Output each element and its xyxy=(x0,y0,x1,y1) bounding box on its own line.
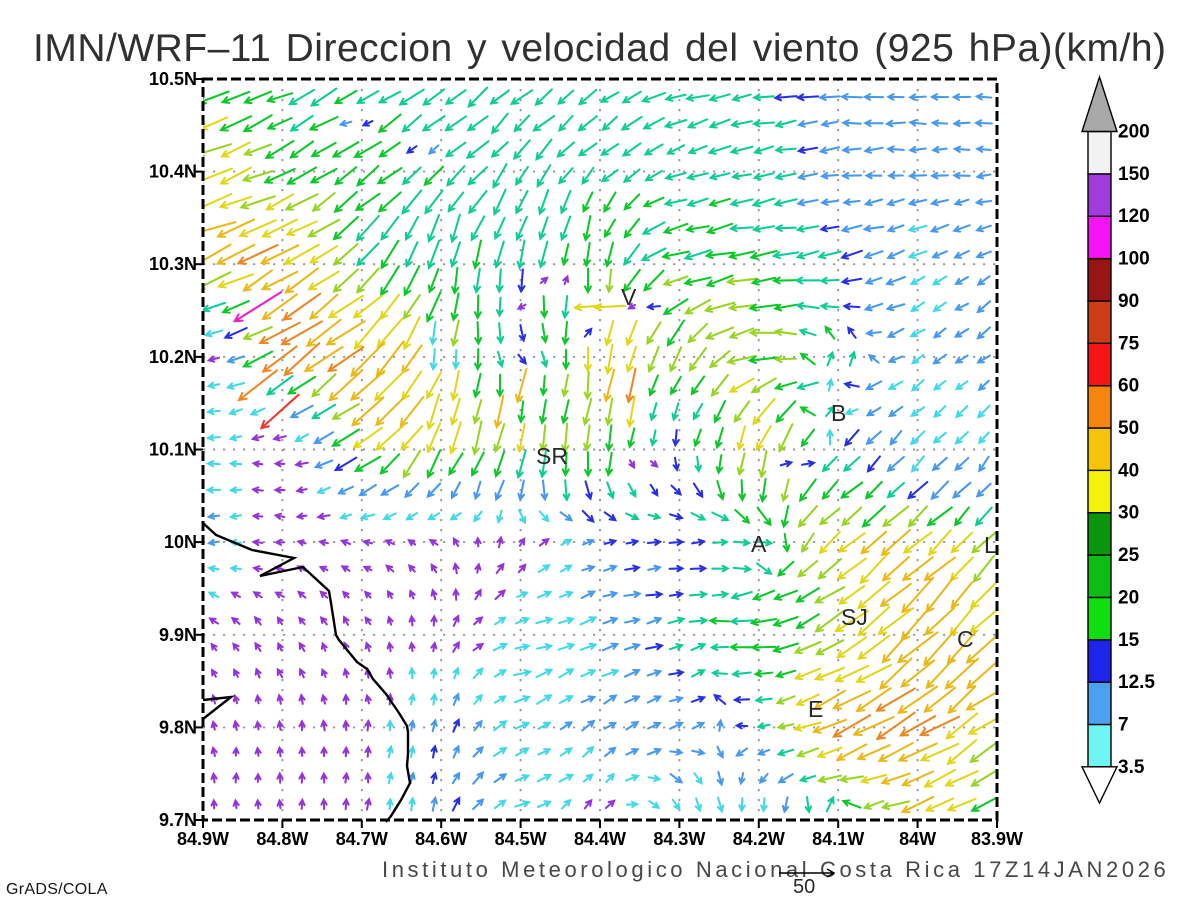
svg-text:25: 25 xyxy=(1118,545,1140,566)
svg-text:V: V xyxy=(621,284,637,310)
svg-text:120: 120 xyxy=(1118,206,1150,227)
svg-text:84W: 84W xyxy=(899,829,936,849)
svg-text:10.5N: 10.5N xyxy=(149,69,197,89)
svg-text:50: 50 xyxy=(1118,418,1139,439)
svg-text:84.7W: 84.7W xyxy=(336,829,388,849)
svg-text:10.2N: 10.2N xyxy=(149,347,197,367)
svg-text:83.9W: 83.9W xyxy=(971,829,1023,849)
svg-text:150: 150 xyxy=(1118,164,1150,185)
svg-text:84.8W: 84.8W xyxy=(256,829,308,849)
svg-text:84.6W: 84.6W xyxy=(415,829,467,849)
svg-text:A: A xyxy=(751,531,767,557)
svg-text:7: 7 xyxy=(1118,714,1129,735)
svg-text:50: 50 xyxy=(793,876,815,898)
svg-text:60: 60 xyxy=(1118,376,1139,397)
svg-text:10.3N: 10.3N xyxy=(149,254,197,274)
svg-text:84.2W: 84.2W xyxy=(733,829,785,849)
svg-text:C: C xyxy=(957,626,974,652)
svg-text:10N: 10N xyxy=(164,532,197,552)
svg-text:E: E xyxy=(808,696,823,722)
svg-text:20: 20 xyxy=(1118,587,1139,608)
svg-text:B: B xyxy=(831,400,846,426)
svg-text:15: 15 xyxy=(1118,630,1140,651)
svg-text:75: 75 xyxy=(1118,333,1140,354)
svg-text:GrADS/COLA: GrADS/COLA xyxy=(6,881,108,898)
svg-text:40: 40 xyxy=(1118,460,1139,481)
svg-text:3.5: 3.5 xyxy=(1118,757,1145,778)
svg-text:84.1W: 84.1W xyxy=(812,829,864,849)
svg-text:12.5: 12.5 xyxy=(1118,672,1155,693)
svg-text:L: L xyxy=(984,532,997,558)
svg-text:SR: SR xyxy=(536,443,568,469)
svg-text:84.4W: 84.4W xyxy=(574,829,626,849)
svg-text:30: 30 xyxy=(1118,503,1139,524)
svg-text:84.9W: 84.9W xyxy=(177,829,229,849)
svg-text:IMN/WRF–11 Direccion y velocid: IMN/WRF–11 Direccion y velocidad del vie… xyxy=(33,27,1167,70)
svg-text:SJ: SJ xyxy=(841,604,868,630)
svg-text:84.3W: 84.3W xyxy=(653,829,705,849)
svg-text:200: 200 xyxy=(1118,122,1150,143)
svg-text:9.9N: 9.9N xyxy=(159,625,197,645)
svg-text:90: 90 xyxy=(1118,291,1139,312)
svg-text:Instituto Meteorologico Nacion: Instituto Meteorologico Nacional Costa R… xyxy=(382,857,1169,882)
svg-text:84.5W: 84.5W xyxy=(495,829,547,849)
svg-text:10.4N: 10.4N xyxy=(149,162,197,182)
svg-text:9.8N: 9.8N xyxy=(159,717,197,737)
svg-text:100: 100 xyxy=(1118,249,1150,270)
svg-text:10.1N: 10.1N xyxy=(149,440,197,460)
svg-text:9.7N: 9.7N xyxy=(159,810,197,830)
